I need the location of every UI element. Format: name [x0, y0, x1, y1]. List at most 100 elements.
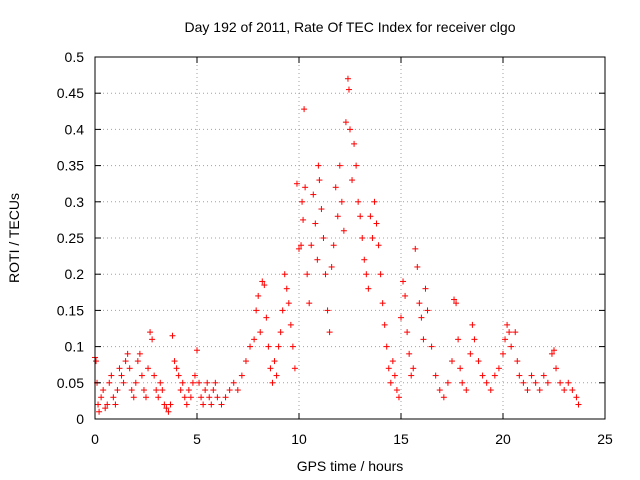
data-point — [143, 394, 149, 401]
data-point — [279, 307, 286, 314]
data-point — [210, 387, 217, 394]
data-point — [553, 365, 560, 372]
data-point — [336, 162, 343, 169]
data-point — [300, 216, 307, 223]
data-point — [226, 387, 233, 394]
data-point — [153, 387, 160, 394]
data-point — [422, 285, 429, 292]
data-point — [179, 379, 186, 386]
data-point — [261, 282, 268, 289]
data-point — [557, 379, 564, 386]
data-point — [302, 184, 309, 191]
data-point — [120, 379, 127, 386]
data-point — [136, 350, 143, 357]
data-point — [98, 394, 105, 401]
data-point — [500, 350, 506, 357]
data-point — [149, 336, 156, 343]
y-tick-label: 0.35 — [57, 158, 84, 174]
data-point — [326, 329, 333, 336]
data-point — [96, 408, 103, 415]
data-point — [204, 379, 211, 386]
data-point — [324, 307, 331, 314]
y-axis-label: ROTI / TECUs — [6, 193, 22, 283]
axis-ticks — [94, 56, 606, 420]
data-point — [200, 401, 207, 408]
chart-title: Day 192 of 2011, Rate Of TEC Index for r… — [185, 19, 516, 35]
data-point — [475, 358, 482, 365]
data-point — [255, 292, 262, 299]
x-tick-label: 15 — [393, 431, 409, 447]
data-point — [449, 358, 455, 365]
data-point — [332, 184, 339, 191]
data-point — [565, 379, 572, 386]
data-point — [151, 372, 158, 379]
data-point — [291, 365, 298, 372]
data-point — [212, 379, 219, 386]
data-point — [428, 343, 435, 350]
data-point — [257, 329, 264, 336]
data-point — [93, 358, 100, 365]
data-point — [102, 405, 109, 412]
data-point — [283, 285, 290, 292]
data-point — [108, 372, 115, 379]
data-point — [440, 394, 447, 401]
data-point — [389, 358, 396, 365]
data-point — [457, 365, 464, 372]
y-tick-label: 0.1 — [65, 339, 85, 355]
data-point — [218, 401, 225, 408]
data-point — [269, 379, 276, 386]
data-point — [100, 387, 107, 394]
data-point — [412, 245, 419, 252]
data-point — [106, 379, 113, 386]
data-point — [418, 314, 425, 321]
data-point — [444, 379, 451, 386]
data-point — [304, 271, 311, 278]
data-point — [371, 198, 378, 205]
data-point — [575, 401, 582, 408]
data-point — [373, 220, 380, 227]
data-point — [393, 387, 400, 394]
data-point — [183, 401, 190, 408]
data-point — [330, 242, 337, 249]
data-point — [281, 271, 288, 278]
data-point — [369, 235, 376, 241]
data-point — [242, 358, 249, 365]
data-point — [424, 307, 431, 314]
data-point — [187, 394, 194, 401]
data-point — [315, 162, 322, 169]
data-point — [410, 365, 417, 372]
data-point — [528, 372, 535, 379]
data-point — [361, 256, 368, 263]
data-point — [504, 321, 511, 328]
data-point — [110, 394, 117, 401]
data-point — [344, 75, 351, 82]
y-tick-label: 0.2 — [65, 266, 85, 282]
data-point — [398, 314, 404, 321]
data-point — [267, 365, 274, 372]
data-point — [436, 387, 443, 394]
data-point — [95, 401, 102, 408]
data-point — [253, 307, 260, 314]
data-point — [263, 314, 270, 321]
data-point — [383, 343, 390, 350]
data-point — [299, 198, 306, 205]
data-point — [349, 177, 356, 184]
x-tick-label: 20 — [495, 431, 511, 447]
data-point — [298, 242, 305, 249]
data-point — [320, 235, 327, 241]
y-tick-label: 0.4 — [65, 121, 85, 137]
data-point — [167, 401, 174, 408]
data-point — [502, 336, 509, 343]
data-point — [132, 379, 139, 386]
data-point — [273, 372, 280, 379]
data-point — [573, 394, 580, 401]
data-point — [451, 296, 458, 303]
data-point — [104, 401, 111, 408]
data-point — [112, 401, 119, 408]
data-point — [165, 408, 172, 415]
data-point — [214, 394, 221, 401]
data-point — [289, 343, 296, 350]
data-point — [342, 119, 349, 126]
data-point — [387, 379, 394, 386]
